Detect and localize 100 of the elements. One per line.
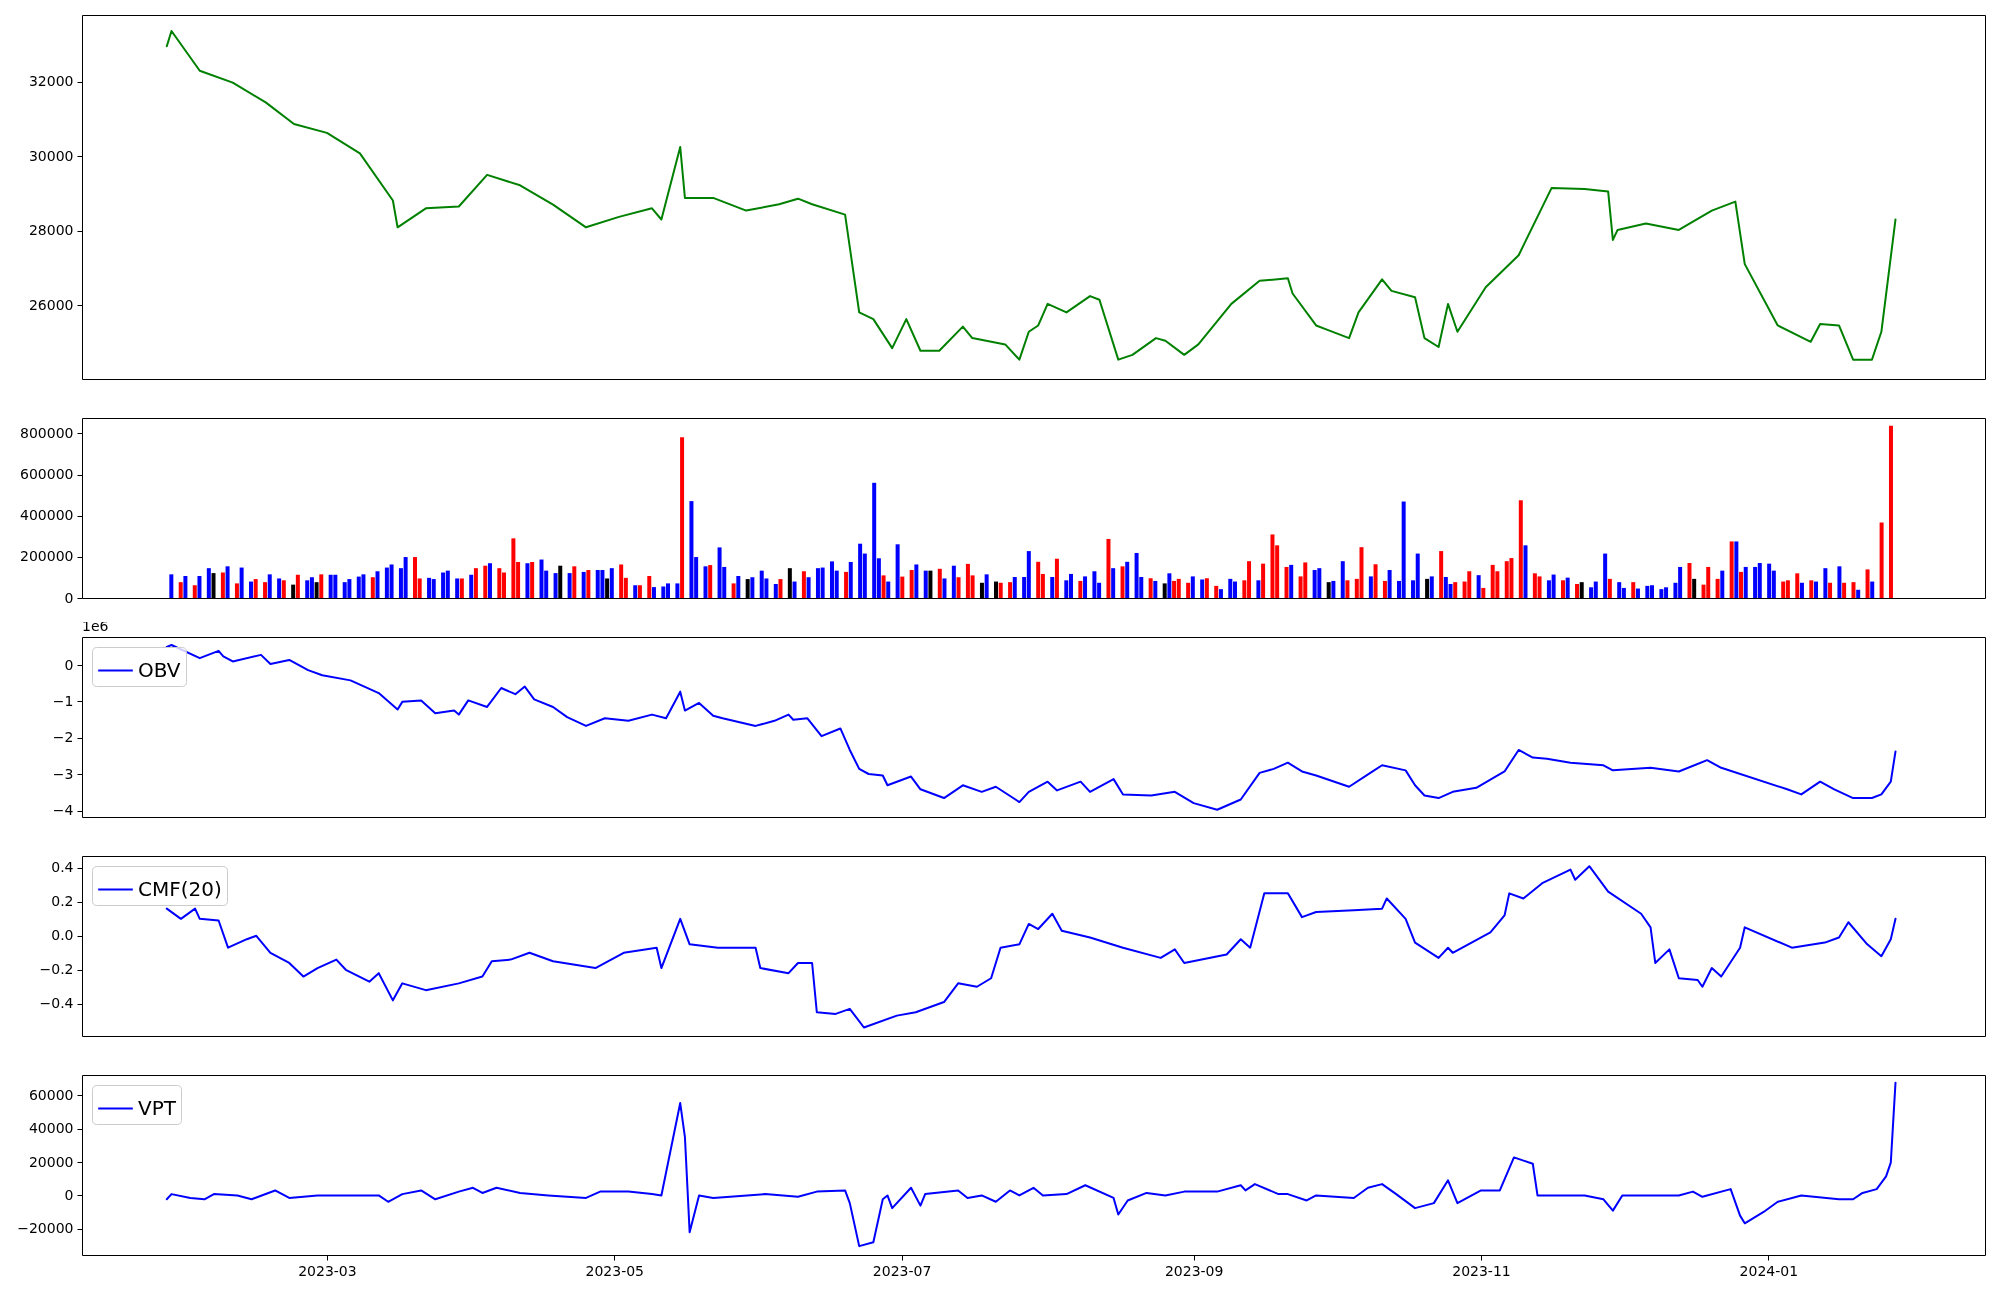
bar (263, 582, 268, 598)
bar (1345, 580, 1350, 598)
bar (370, 577, 375, 598)
x-tick-label: 2023-09 (1164, 1262, 1224, 1279)
bar (1289, 564, 1294, 598)
bar (389, 564, 394, 598)
bar (1734, 541, 1739, 598)
bar (923, 570, 928, 598)
bar (1092, 571, 1097, 598)
bar (1795, 573, 1800, 598)
bar (1856, 589, 1861, 598)
bar (1809, 580, 1814, 598)
bar (1204, 578, 1209, 598)
y-tick-label: 200000 (20, 548, 74, 565)
bar (1467, 571, 1472, 598)
bar (309, 577, 314, 598)
bar (1851, 582, 1856, 598)
bar (914, 564, 919, 598)
bar (225, 566, 230, 598)
bar (469, 574, 474, 598)
bar (1537, 576, 1542, 598)
bar (1785, 580, 1790, 598)
bar (661, 586, 666, 598)
bar (347, 579, 352, 598)
bar (1743, 566, 1748, 598)
bar (1687, 563, 1692, 598)
bar (455, 578, 460, 598)
bar (445, 570, 450, 598)
bar (881, 575, 886, 598)
bar (937, 568, 942, 598)
bar (1012, 577, 1017, 598)
bar (998, 582, 1003, 598)
bar (1382, 580, 1387, 598)
y-tick-label: 26000 (28, 296, 74, 313)
bar (806, 577, 811, 598)
bar (197, 575, 202, 598)
bar (1870, 581, 1875, 598)
bar (333, 574, 338, 598)
bar (234, 583, 239, 598)
bar (1401, 501, 1406, 598)
bar (600, 570, 605, 598)
bar (239, 567, 244, 598)
bar (708, 565, 713, 598)
bar (1312, 570, 1317, 598)
bar (703, 566, 708, 598)
bar (778, 579, 783, 598)
bar (750, 577, 755, 598)
bar (717, 547, 722, 598)
x-tick-label: 2024-01 (1739, 1262, 1799, 1279)
y-tick-label: 400000 (20, 507, 74, 524)
bar (305, 580, 310, 598)
bar (169, 574, 174, 598)
y-tick-label: −0.2 (39, 961, 74, 978)
bar (1823, 568, 1828, 598)
bar (483, 565, 488, 598)
bar (1865, 569, 1870, 598)
bar (1828, 582, 1833, 598)
bar (1888, 425, 1893, 598)
bar (1767, 563, 1772, 598)
bar (267, 574, 272, 598)
bar (1842, 582, 1847, 598)
bar (1134, 552, 1139, 598)
bar (1476, 575, 1481, 598)
bar (361, 574, 366, 598)
y-tick-label: −20000 (17, 1220, 74, 1237)
bar (1837, 566, 1842, 598)
bar (1167, 573, 1172, 598)
bar (1190, 576, 1195, 598)
bar (1814, 581, 1818, 598)
bar (525, 563, 530, 598)
bar (1429, 576, 1434, 598)
bar (1106, 538, 1111, 598)
bar (1078, 580, 1083, 598)
bar (844, 571, 849, 598)
bar (647, 575, 652, 598)
bar (342, 582, 347, 598)
bar (951, 565, 956, 598)
y-tick-label: 28000 (28, 222, 74, 239)
y-tick-label: −4 (52, 802, 74, 819)
bar (1504, 561, 1509, 598)
bar (1373, 564, 1378, 598)
bar (567, 573, 572, 598)
bar (1340, 561, 1345, 598)
y-tick-label: 800000 (20, 424, 74, 441)
bar (277, 578, 282, 598)
bar (830, 561, 835, 598)
bar (689, 501, 694, 598)
bar (1232, 581, 1237, 598)
bar (1270, 534, 1275, 598)
bar (1331, 580, 1336, 598)
bar (942, 578, 947, 598)
bar (1256, 580, 1261, 598)
bar (886, 581, 891, 598)
bar (731, 583, 736, 598)
bar (1575, 584, 1580, 598)
y-tick-label: 600000 (20, 466, 74, 483)
bar (1659, 589, 1664, 598)
bar (848, 562, 853, 598)
bar (1753, 566, 1758, 598)
bar (553, 573, 558, 598)
